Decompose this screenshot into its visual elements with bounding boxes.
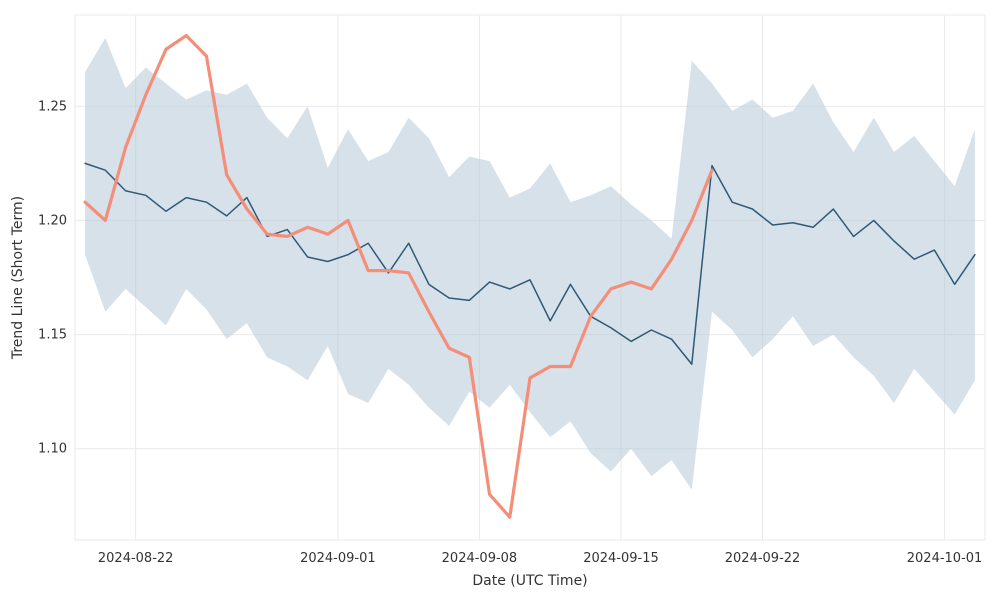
x-axis-label: Date (UTC Time): [472, 573, 587, 589]
x-tick-label: 2024-09-22: [725, 551, 801, 566]
y-axis-label: Trend Line (Short Term): [10, 196, 26, 360]
x-tick-label: 2024-09-15: [583, 551, 659, 566]
chart-container: 1.10 1.15 1.20 1.25 2024-08-22 2024-09-01 2024…: [0, 0, 1000, 600]
y-tick-label: 1.25: [38, 99, 67, 114]
confidence-band: [85, 38, 975, 490]
x-tick-label: 2024-08-22: [98, 551, 174, 566]
y-tick-label: 1.20: [38, 213, 67, 228]
x-tick-label: 2024-09-08: [442, 551, 518, 566]
x-tick-label: 2024-10-01: [907, 551, 983, 566]
x-tick-label: 2024-09-01: [300, 551, 376, 566]
trend-chart: 1.10 1.15 1.20 1.25 2024-08-22 2024-09-01 2024…: [0, 0, 1000, 600]
y-tick-label: 1.10: [38, 442, 67, 457]
y-tick-label: 1.15: [38, 328, 67, 343]
